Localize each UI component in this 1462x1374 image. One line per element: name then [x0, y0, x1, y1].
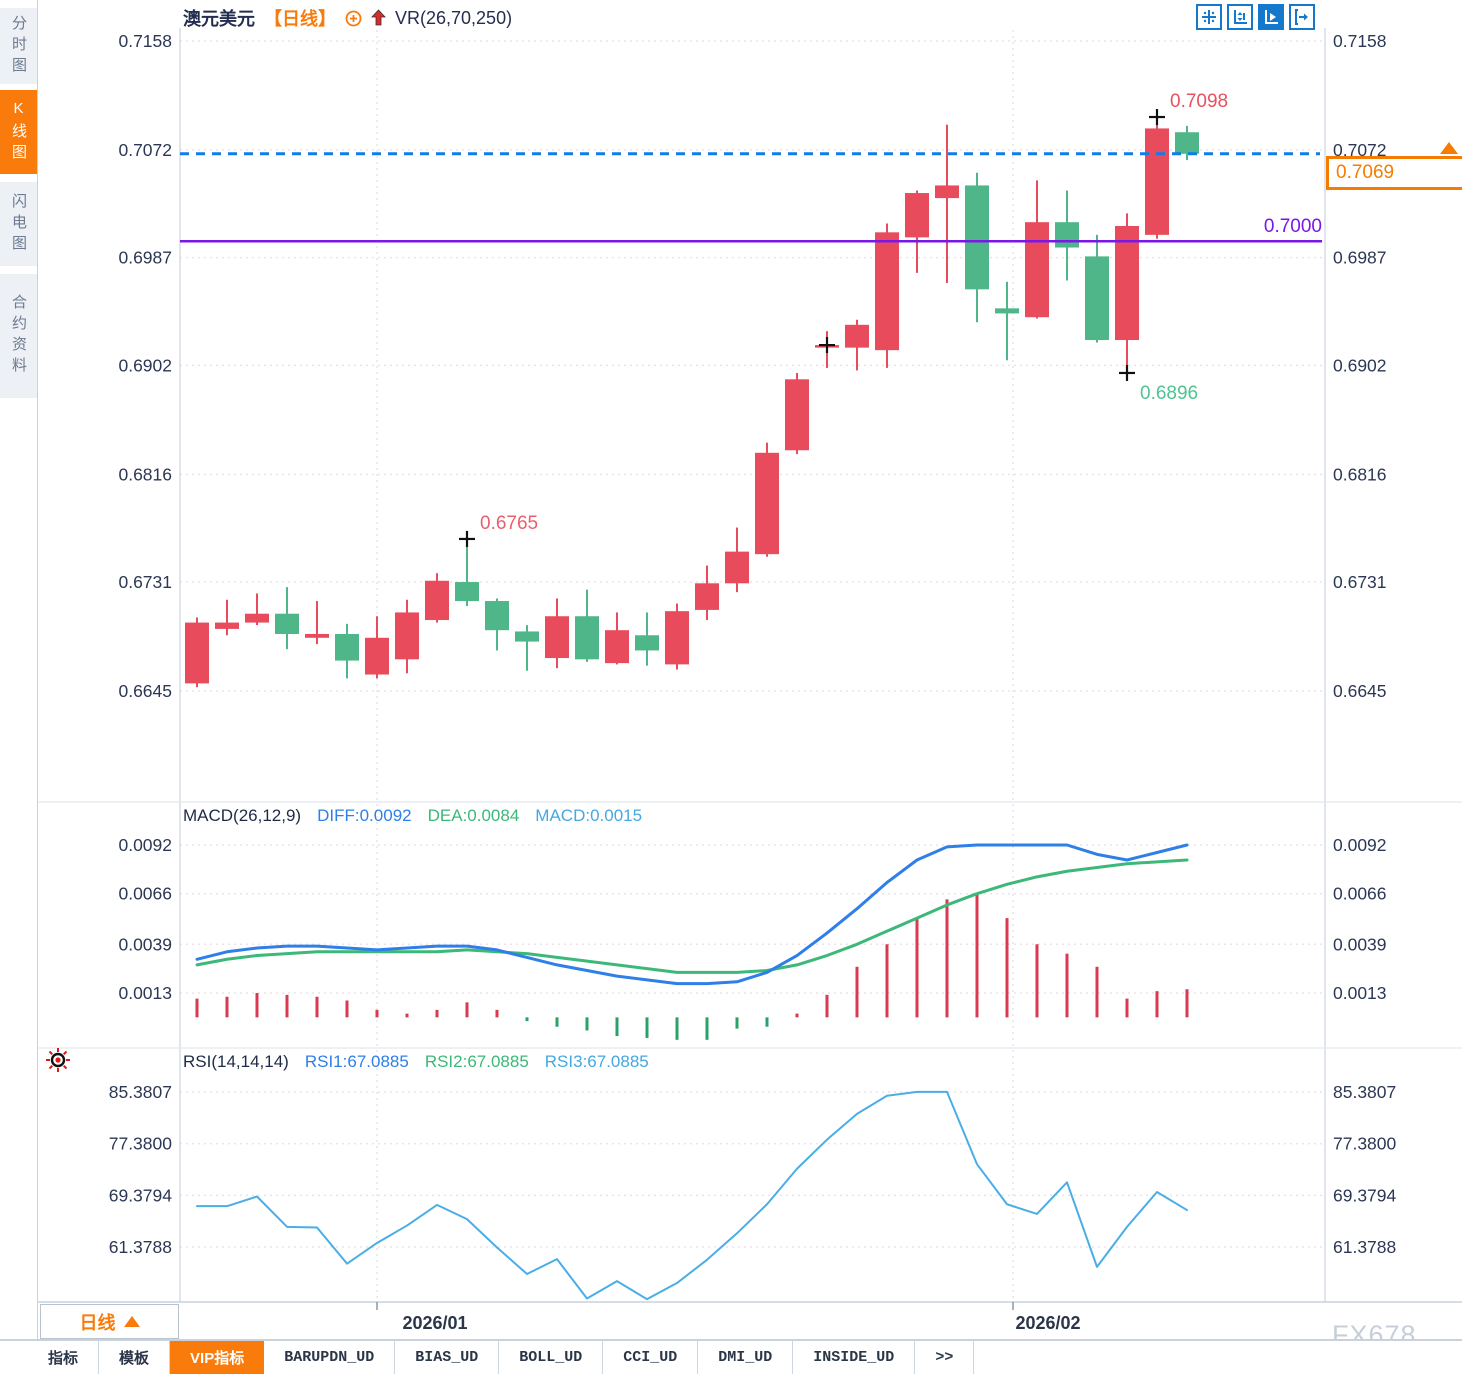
bottom-tab-8[interactable]: INSIDE_UD [793, 1341, 916, 1374]
chart-title-row: 澳元美元 【日线】 VR(26,70,250) [183, 5, 512, 31]
svg-text:0.6645: 0.6645 [1333, 681, 1387, 701]
svg-text:0.6902: 0.6902 [118, 355, 172, 375]
bottom-tab-2[interactable]: VIP指标 [170, 1341, 265, 1374]
svg-text:0.0092: 0.0092 [118, 835, 172, 855]
bottom-tab-1[interactable]: 模板 [99, 1341, 171, 1374]
svg-text:69.3794: 69.3794 [1333, 1185, 1397, 1205]
svg-text:69.3794: 69.3794 [109, 1185, 173, 1205]
svg-text:2026/01: 2026/01 [402, 1313, 467, 1333]
bottom-tab-5[interactable]: BOLL_UD [499, 1341, 604, 1374]
macd-header: MACD(26,12,9) DIFF:0.0092 DEA:0.0084 MAC… [183, 806, 642, 826]
macd-macd-value: MACD:0.0015 [535, 806, 643, 825]
period-selector[interactable]: 日线 [40, 1304, 179, 1339]
sidebar-tab-0[interactable]: 分时图 [0, 8, 37, 84]
support-line-label: 0.7000 [1263, 216, 1322, 237]
svg-text:0.6816: 0.6816 [118, 464, 172, 484]
svg-text:0.0092: 0.0092 [1333, 835, 1387, 855]
svg-text:0.6896: 0.6896 [1140, 383, 1198, 404]
price-up-triangle-icon [1440, 142, 1458, 154]
rsi1-value: RSI1:67.0885 [304, 1052, 409, 1071]
macd-name: MACD(26,12,9) [183, 806, 302, 825]
svg-text:0.0039: 0.0039 [1333, 934, 1387, 954]
svg-text:2026/02: 2026/02 [1015, 1313, 1080, 1333]
crosshair-move-icon[interactable] [1196, 4, 1222, 30]
svg-text:61.3788: 61.3788 [1333, 1237, 1396, 1257]
bottom-tab-3[interactable]: BARUPDN_UD [264, 1341, 396, 1374]
period-selector-label: 日线 [79, 1312, 116, 1333]
pan-right-icon[interactable] [1289, 4, 1315, 30]
rsi-name: RSI(14,14,14) [183, 1052, 289, 1071]
svg-text:0.0066: 0.0066 [118, 884, 172, 904]
period-tag: 【日线】 [264, 9, 336, 29]
current-price-box: 0.7069 [1326, 156, 1462, 190]
sidebar-tab-1[interactable]: K线图 [0, 90, 37, 174]
svg-text:0.7158: 0.7158 [1333, 31, 1387, 51]
svg-text:0.0066: 0.0066 [1333, 884, 1387, 904]
svg-text:0.7158: 0.7158 [118, 31, 172, 51]
svg-text:0.0013: 0.0013 [118, 983, 172, 1003]
sidebar-tab-2[interactable]: 闪电图 [0, 182, 37, 266]
svg-text:0.0013: 0.0013 [1333, 983, 1387, 1003]
sidebar-tab-3[interactable]: 合约资料 [0, 274, 37, 398]
svg-text:77.3800: 77.3800 [109, 1134, 173, 1154]
tabbar-left-gap [0, 1339, 28, 1374]
svg-text:61.3788: 61.3788 [109, 1237, 172, 1257]
svg-text:0.6731: 0.6731 [1333, 572, 1387, 592]
svg-text:77.3800: 77.3800 [1333, 1134, 1397, 1154]
svg-text:0.6987: 0.6987 [118, 248, 172, 268]
chart-toolbar [1196, 4, 1315, 30]
svg-text:0.6645: 0.6645 [118, 681, 172, 701]
macd-dea-value: DEA:0.0084 [427, 806, 520, 825]
up-arrow-icon [371, 9, 386, 27]
chart-type-sidebar: 分时图 K线图闪电图合约资料 [0, 0, 38, 1374]
axis-range-icon[interactable] [1227, 4, 1253, 30]
macd-diff-value: DIFF:0.0092 [317, 806, 412, 825]
svg-text:85.3807: 85.3807 [109, 1082, 172, 1102]
svg-text:0.7072: 0.7072 [1333, 140, 1387, 160]
indicator-tabbar: 指标 模板 VIP指标 BARUPDN_UD BIAS_UD BOLL_UD CCI_UD D… [28, 1339, 1462, 1374]
svg-text:0.6765: 0.6765 [480, 513, 538, 534]
svg-text:0.6987: 0.6987 [1333, 248, 1387, 268]
svg-text:0.6816: 0.6816 [1333, 464, 1387, 484]
bottom-tab-7[interactable]: DMI_UD [698, 1341, 794, 1374]
record-dot-icon[interactable] [44, 1046, 72, 1079]
bottom-tab-6[interactable]: CCI_UD [603, 1341, 699, 1374]
svg-text:0.6902: 0.6902 [1333, 355, 1387, 375]
rsi3-value: RSI3:67.0885 [544, 1052, 649, 1071]
svg-text:0.7072: 0.7072 [118, 140, 172, 160]
triangle-up-icon [123, 1316, 140, 1327]
bottom-tab-4[interactable]: BIAS_UD [395, 1341, 500, 1374]
circle-plus-icon[interactable] [345, 10, 362, 27]
overlay-indicator-label: VR(26,70,250) [395, 7, 513, 28]
svg-text:0.7098: 0.7098 [1170, 91, 1228, 112]
svg-text:0.6731: 0.6731 [118, 572, 172, 592]
rsi2-value: RSI2:67.0885 [424, 1052, 529, 1071]
symbol-title: 澳元美元 [183, 9, 255, 29]
bottom-tab-9[interactable]: >> [915, 1341, 975, 1374]
svg-text:85.3807: 85.3807 [1333, 1082, 1396, 1102]
rsi-header: RSI(14,14,14) RSI1:67.0885 RSI2:67.0885 … [183, 1052, 649, 1072]
svg-text:0.0039: 0.0039 [118, 934, 172, 954]
axis-play-icon[interactable] [1258, 4, 1284, 30]
bottom-tab-0[interactable]: 指标 [28, 1341, 100, 1374]
